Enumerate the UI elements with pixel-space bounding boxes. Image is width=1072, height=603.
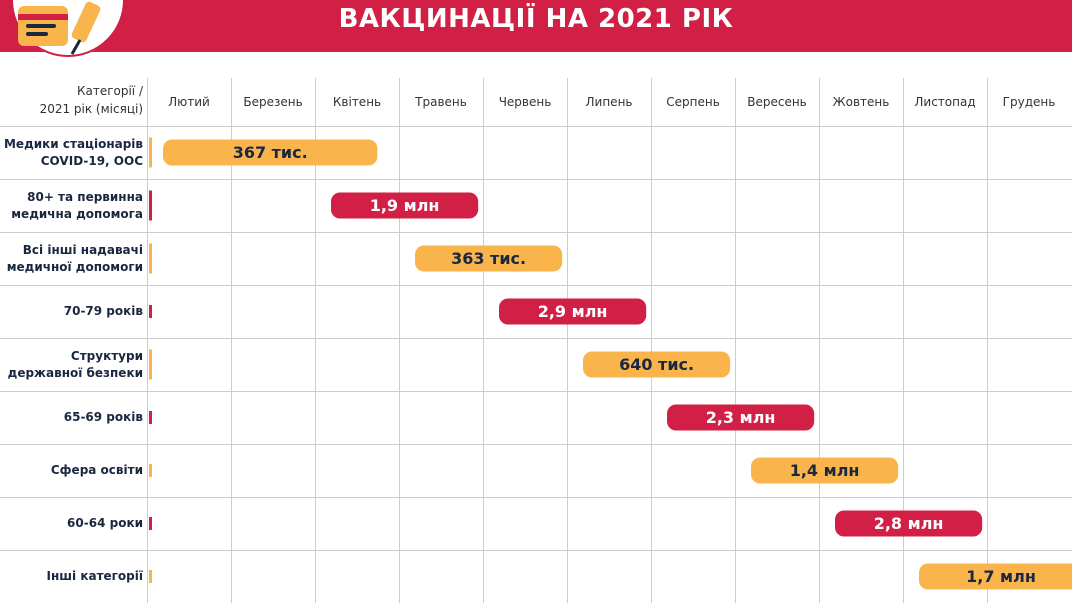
category-label: Всі інші надавачі медичної допомоги [0,242,143,276]
month-label: Жовтень [832,95,890,109]
gantt-bar [835,510,983,537]
gantt-bar [331,192,479,219]
category-marker [149,349,152,380]
category-label-line: Медики стаціонарів [3,136,143,151]
category-label: Інші категорії [0,568,143,585]
category-marker [149,517,152,530]
bar-value-label: 1,7 млн [966,566,1036,586]
category-label-line: Сфера освіти [50,463,143,477]
month-label: Вересень [747,95,807,109]
gantt-bar [583,351,731,378]
month-label: Лютий [168,95,210,109]
category-label-line: COVID-19, ООС [40,153,143,168]
category-label-line: державної безпеки [7,365,143,380]
corner-label-line2: 2021 рік (місяці) [39,102,143,116]
category-marker [149,411,152,424]
month-label: Листопад [914,95,976,109]
bar-value-label: 640 тис. [619,354,695,374]
header-banner: ВАКЦИНАЦІЇ НА 2021 РІК [0,0,1072,52]
category-marker [149,243,152,274]
category-marker [149,190,152,221]
category-label: Структури державної безпеки [0,348,143,382]
corner-label-line1: Категорії / [76,84,143,98]
category-label: Сфера освіти [0,462,143,479]
gantt-bar [415,245,563,272]
gantt-bar [499,298,647,325]
gantt-bar [919,563,1072,590]
bar-value-label: 1,4 млн [789,460,860,480]
category-marker [149,137,152,168]
category-label: Медики стаціонарів COVID-19, ООС [0,136,143,170]
bar-value-label: 1,9 млн [369,195,440,215]
category-marker [149,464,152,477]
bar-value-label: 2,3 млн [705,407,776,427]
category-marker [149,305,152,318]
gantt-bar [163,139,378,166]
category-label-line: Інші категорії [46,569,143,583]
month-label: Квітень [332,95,382,109]
bar-value-label: 2,9 млн [537,301,608,321]
month-label: Грудень [1002,95,1056,109]
bar-value-label: 2,8 млн [873,513,944,533]
category-label-line: медична допомога [11,206,143,221]
category-label-line: медичної допомоги [6,259,143,274]
bar-value-label: 363 тис. [451,248,527,268]
month-label: Травень [415,95,467,109]
category-label: 65-69 років [0,409,143,426]
month-label: Червень [498,95,552,109]
bar-value-label: 367 тис. [232,142,308,162]
category-label-line: 70-79 років [63,304,143,318]
vaccine-logo-icon [11,0,125,57]
gantt-bar [751,457,899,484]
month-label: Липень [585,95,633,109]
category-label-line: 80+ та первинна [27,189,143,204]
category-label: 80+ та первинна медична допомога [0,189,143,223]
month-label: Серпень [666,95,720,109]
page-title: ВАКЦИНАЦІЇ НА 2021 РІК [338,4,734,34]
category-label: 60-64 роки [0,515,143,532]
category-label: 70-79 років [0,303,143,320]
gantt-bar [667,404,815,431]
category-marker [149,570,152,583]
category-label-line: 65-69 років [63,410,143,424]
category-label-line: Всі інші надавачі [22,242,143,257]
month-label: Березень [243,95,303,109]
category-label-line: 60-64 роки [67,516,143,530]
category-label-line: Структури [70,348,143,363]
